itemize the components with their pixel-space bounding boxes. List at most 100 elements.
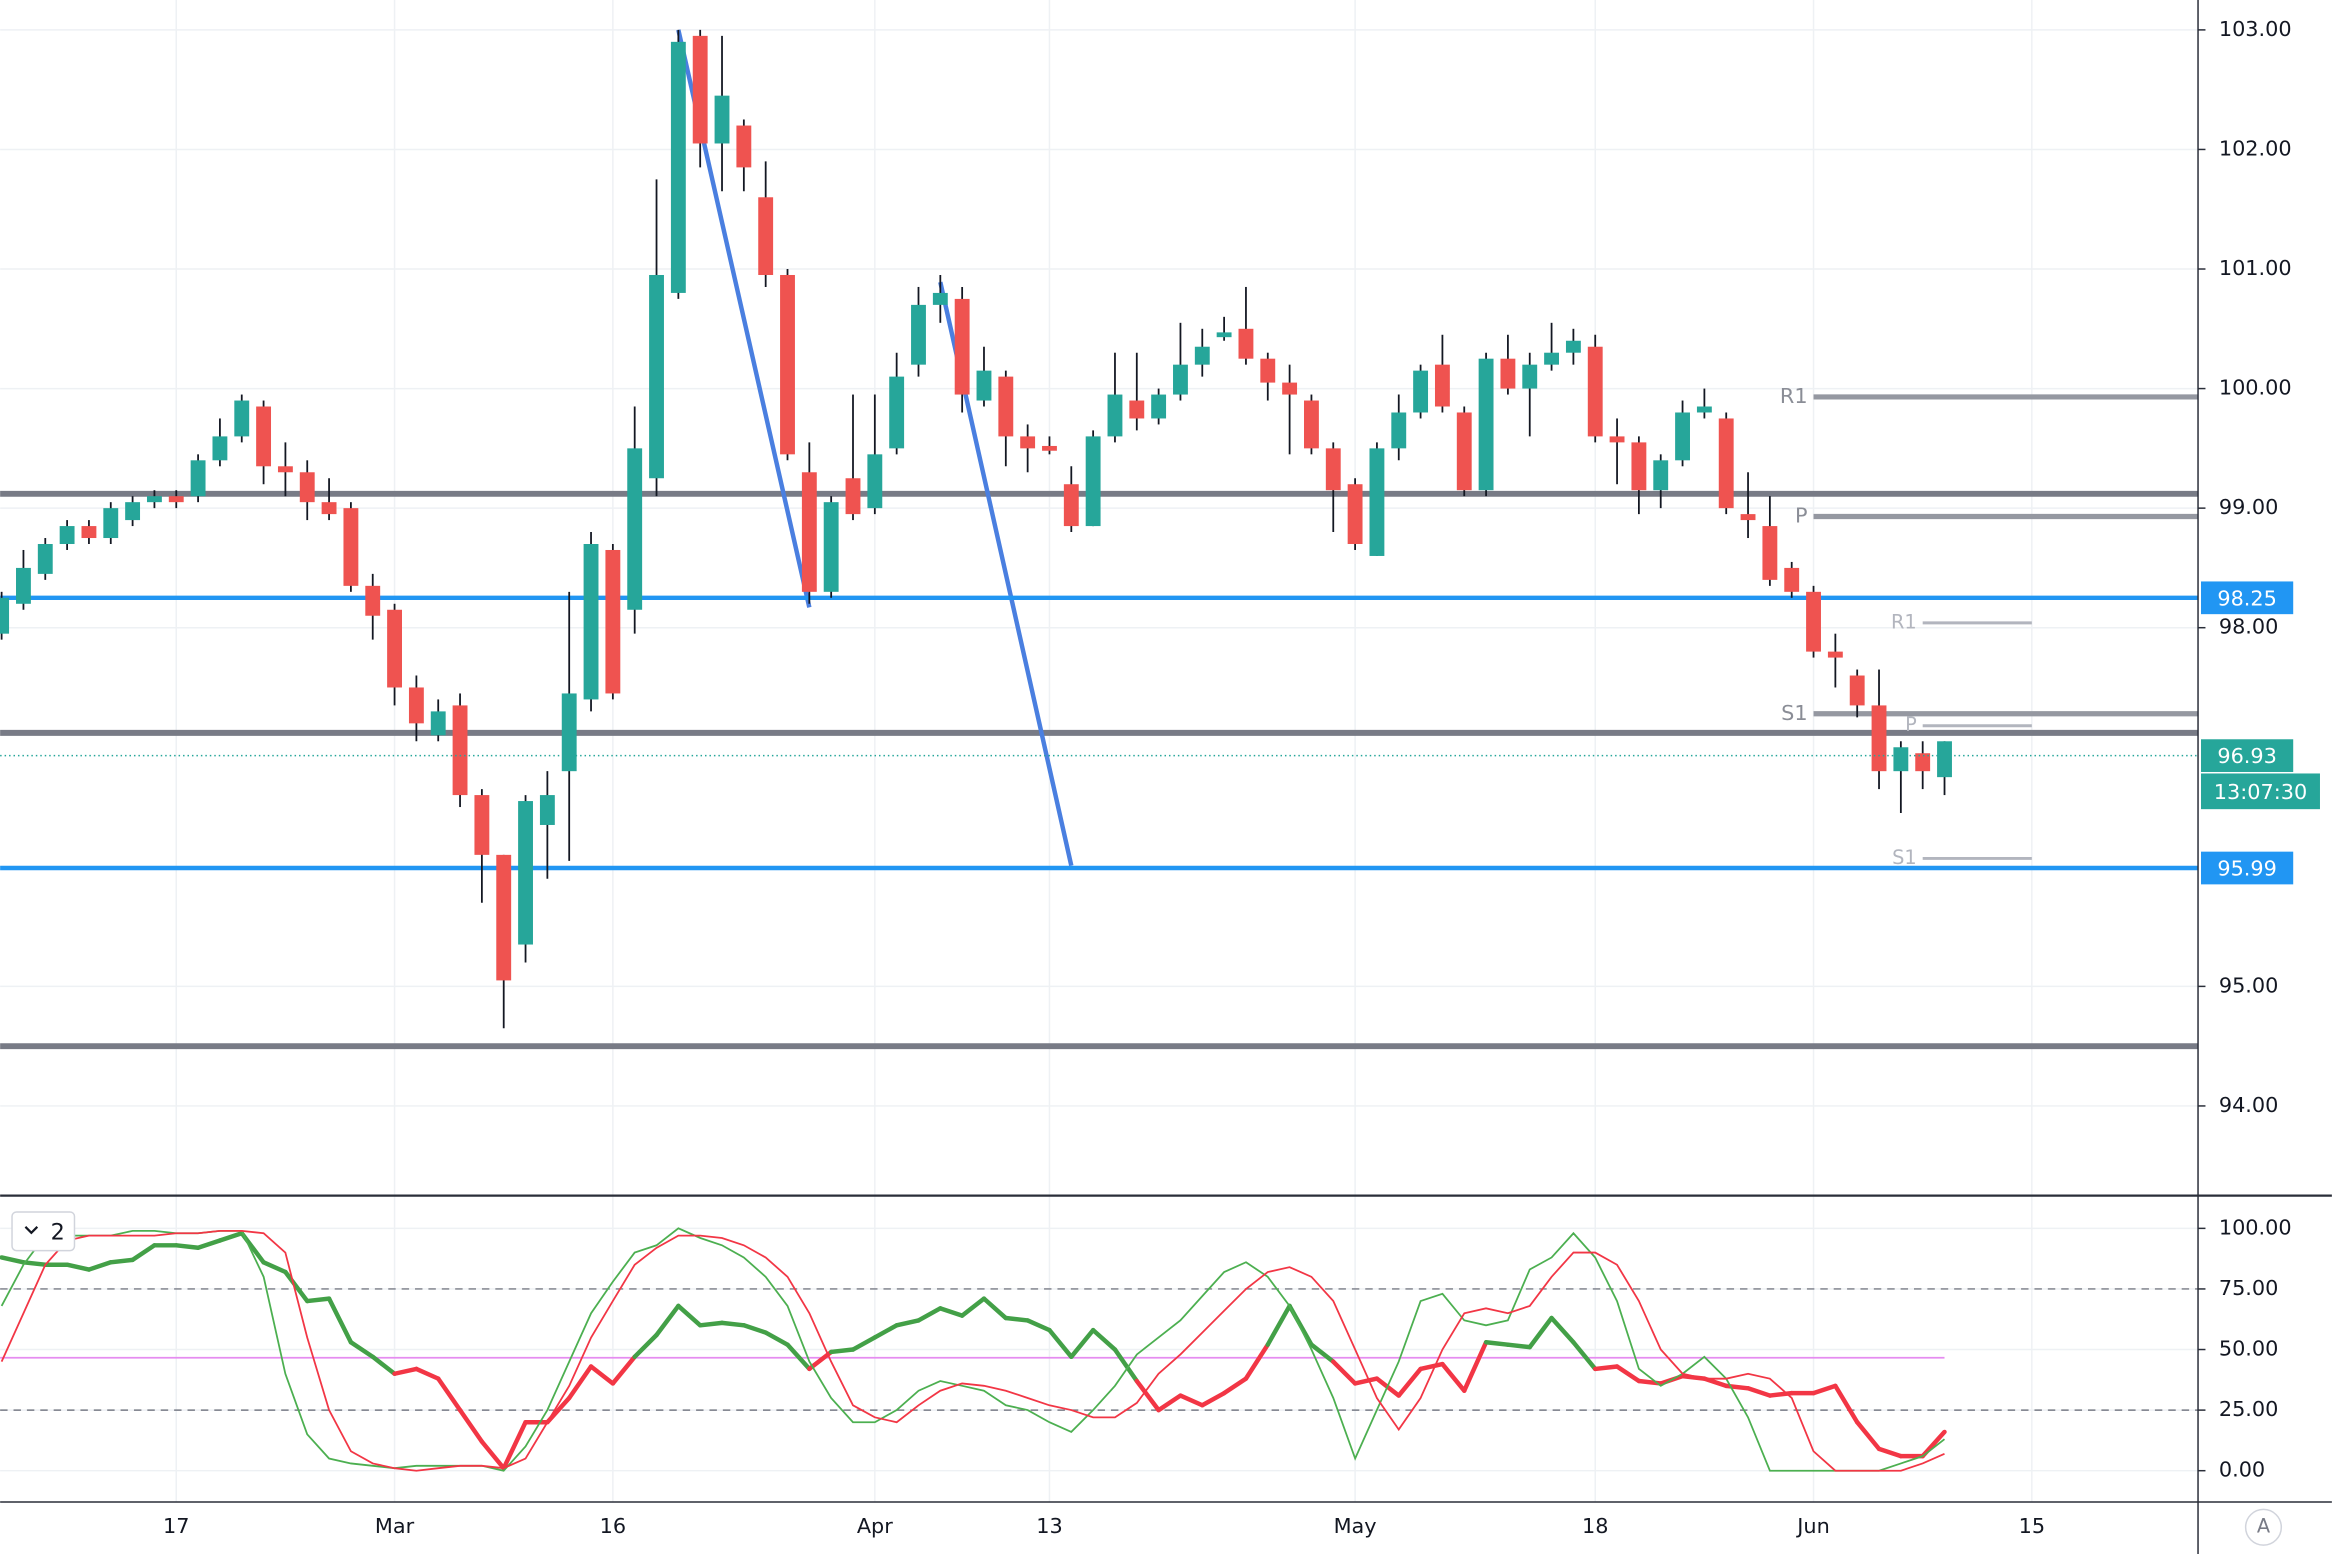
price-pane: R1 P S1 R1 P S1	[0, 29, 2199, 1050]
candle-body	[452, 705, 468, 796]
candle-body	[758, 197, 774, 275]
candle-body	[954, 298, 970, 395]
candle-body	[1216, 332, 1232, 338]
oscillator-segment	[217, 1230, 244, 1243]
badge-count: 2	[51, 1219, 65, 1245]
oscillator-segment	[676, 1303, 703, 1328]
pivot-next-label: S1	[1892, 846, 1917, 869]
candle-body	[0, 597, 10, 634]
y-tick-label: 0.00	[2219, 1458, 2265, 1482]
candle-body	[1544, 352, 1560, 365]
oscillator-segment	[850, 1335, 878, 1352]
candle-body	[1042, 445, 1057, 451]
marked-level-label: 98.25	[2217, 586, 2277, 610]
scale-button[interactable]: A	[2244, 1508, 2283, 1546]
oscillator-segment	[1505, 1342, 1532, 1350]
candle-body	[845, 478, 861, 515]
candle-body	[299, 472, 315, 503]
oscillator-segment	[1876, 1446, 1904, 1459]
candle-body	[867, 454, 883, 509]
oscillator-segment	[1243, 1342, 1271, 1381]
candle-body	[1653, 460, 1669, 491]
candle-body	[1740, 514, 1756, 521]
oscillator-segment	[1178, 1393, 1205, 1408]
x-tick-label: Jun	[1795, 1514, 1830, 1538]
oscillator-segment	[1745, 1386, 1773, 1398]
oscillator-segment	[348, 1340, 375, 1360]
candle-body	[1304, 400, 1319, 449]
candle-body	[932, 292, 948, 305]
candle-body	[59, 526, 75, 545]
indicator-badge[interactable]: 2	[11, 1211, 76, 1252]
candle-body	[1827, 651, 1843, 658]
candle-body	[1260, 358, 1276, 383]
candle-body	[692, 35, 708, 144]
candle-body	[649, 274, 664, 479]
candle-body	[1609, 436, 1625, 443]
oscillator-segment	[763, 1330, 790, 1347]
oscillator-segment	[1309, 1342, 1336, 1364]
badge-box[interactable]	[11, 1211, 76, 1252]
candle-body	[1020, 436, 1036, 449]
oscillator-segment	[632, 1332, 659, 1360]
oscillator-segment	[1025, 1318, 1052, 1333]
candle-body	[889, 376, 905, 449]
y-tick-label: 25.00	[2219, 1397, 2279, 1421]
oscillator-segment	[1483, 1340, 1511, 1347]
candle-body	[1063, 484, 1079, 527]
candle-body	[474, 795, 490, 855]
oscillator-segment	[916, 1306, 943, 1323]
candle-body	[81, 526, 97, 539]
candle-body	[1129, 400, 1145, 419]
oscillator-segment	[392, 1366, 419, 1376]
y-tick-label: 103.00	[2219, 17, 2292, 41]
oscillator-segment	[1352, 1376, 1380, 1386]
oscillator-segment	[654, 1303, 681, 1338]
candle-body	[801, 472, 817, 592]
candle-body	[1806, 591, 1821, 652]
marked-level-box	[2201, 581, 2294, 615]
candle-body	[583, 544, 599, 700]
last-price-label: 96.93	[2217, 744, 2277, 768]
candle-body	[736, 125, 752, 168]
oscillator-segment	[1221, 1376, 1249, 1396]
oscillator-segment	[1811, 1383, 1838, 1396]
pivot-label: S1	[1781, 701, 1807, 725]
candle-body	[212, 436, 228, 461]
candle-body	[1522, 364, 1538, 389]
candle-body	[1325, 448, 1341, 491]
candle-body	[1085, 436, 1101, 527]
x-tick-label: May	[1334, 1514, 1377, 1538]
candle-body	[408, 687, 424, 724]
scale-button-circle[interactable]	[2244, 1508, 2283, 1546]
y-tick-label: 100.00	[2219, 376, 2292, 400]
oscillator-segment	[1854, 1419, 1882, 1452]
candle-body	[190, 460, 206, 497]
oscillator-segment	[1156, 1393, 1183, 1413]
candle-body	[1194, 346, 1210, 365]
candle-body	[365, 585, 381, 616]
y-tick-label: 95.00	[2219, 973, 2279, 997]
candle-body	[823, 502, 839, 592]
oscillator-segment	[545, 1395, 572, 1425]
y-tick-label: 101.00	[2219, 256, 2292, 280]
oscillator-segment	[1440, 1361, 1467, 1393]
scale-button-label: A	[2257, 1515, 2271, 1538]
candle-body	[496, 854, 512, 981]
oscillator-segment	[1069, 1327, 1096, 1360]
candle-body	[1369, 448, 1385, 556]
last-price-box	[2201, 739, 2294, 772]
candle-body	[1565, 340, 1581, 353]
candle-body	[277, 466, 293, 473]
countdown-label: 13:07:30	[2214, 780, 2307, 804]
candle-body	[1893, 747, 1909, 772]
pivot-label: P	[1795, 504, 1808, 528]
candle-body	[1500, 358, 1516, 389]
candle-body	[1631, 442, 1647, 491]
y-tick-label: 100.00	[2219, 1215, 2292, 1239]
marked-level-box	[2201, 851, 2294, 885]
candle-body	[561, 693, 577, 772]
oscillator-segment	[1200, 1390, 1227, 1408]
